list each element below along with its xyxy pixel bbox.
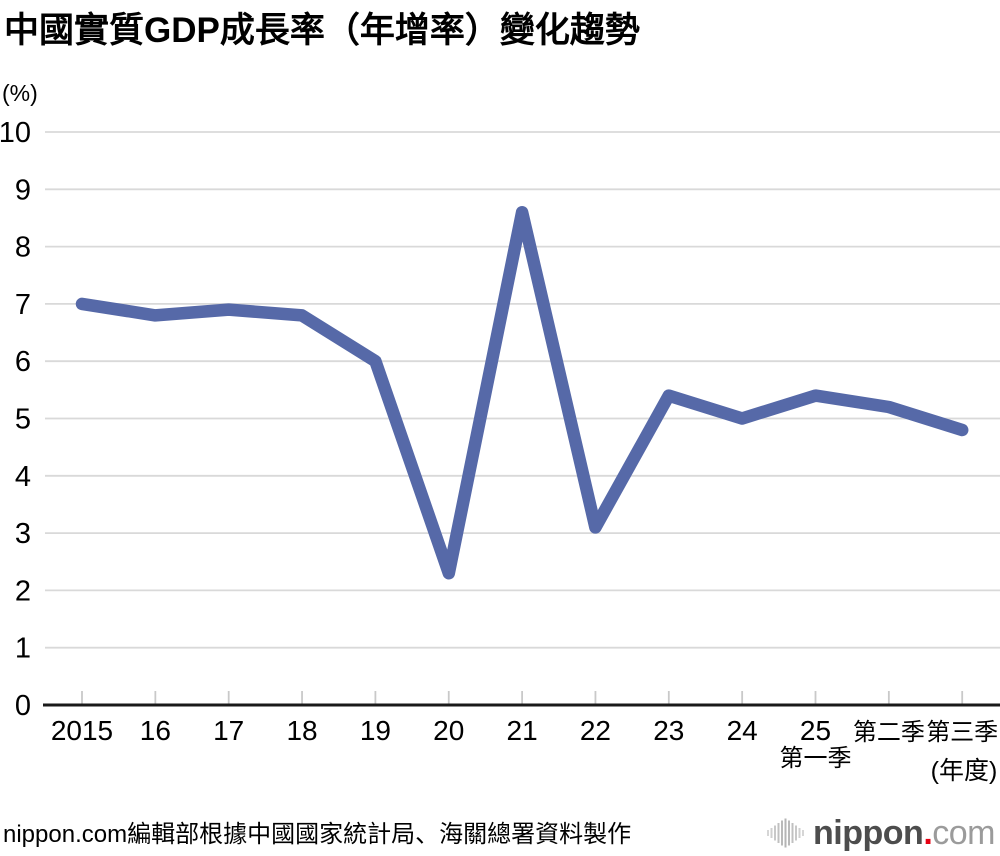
y-axis-tick-label: 0 xyxy=(15,690,31,722)
x-axis-label: 18 xyxy=(286,715,317,746)
y-axis-tick-label: 9 xyxy=(15,174,31,206)
soundwave-bars-icon xyxy=(767,818,805,848)
x-axis-label: 25 xyxy=(800,715,831,746)
y-axis-tick-label: 3 xyxy=(15,518,31,550)
y-axis-tick-label: 6 xyxy=(15,346,31,378)
gdp-line-chart: 0123456789102015 16 17 18 19 20 21 22 23 24 25 第二季第… xyxy=(0,117,1000,785)
y-axis-tick-label: 4 xyxy=(15,461,31,493)
x-axis-sublabel: 第一季 xyxy=(780,745,852,772)
x-axis-label: 24 xyxy=(727,715,758,746)
y-axis-tick-label: 7 xyxy=(15,289,31,321)
nippon-logo: nippon . com xyxy=(767,810,995,856)
logo-red-dot: . xyxy=(923,813,933,852)
x-axis-unit-label: (年度) xyxy=(931,757,998,785)
y-axis-tick-label: 8 xyxy=(15,232,31,264)
y-axis-tick-label: 10 xyxy=(0,117,31,149)
page-title: 中國實質GDP成長率（年增率）變化趨勢 xyxy=(4,11,640,50)
x-axis-label: 22 xyxy=(580,715,611,746)
gdp-growth-line xyxy=(75,205,969,580)
x-axis-label: 23 xyxy=(653,715,684,746)
logo-word-com: com xyxy=(932,813,995,852)
x-axis-label: 第二季 xyxy=(853,719,925,746)
y-axis-tick-label: 5 xyxy=(15,404,31,436)
x-axis-label: 2015 xyxy=(51,715,113,746)
x-axis-label: 16 xyxy=(140,715,171,746)
nippon-logo-text: nippon . com xyxy=(813,814,995,853)
source-credit-text: nippon.com編輯部根據中國國家統計局、海關總署資料製作 xyxy=(3,821,632,848)
x-axis-label: 17 xyxy=(213,715,244,746)
x-axis-label: 21 xyxy=(507,715,538,746)
x-axis-label: 20 xyxy=(433,715,464,746)
y-axis-tick-label: 2 xyxy=(15,575,31,607)
y-axis-tick-label: 1 xyxy=(15,633,31,665)
logo-word-nippon: nippon xyxy=(813,813,924,852)
x-axis-label: 19 xyxy=(360,715,391,746)
x-axis-label: 第三季 xyxy=(926,719,998,746)
y-axis-unit-label: (%) xyxy=(2,80,38,106)
